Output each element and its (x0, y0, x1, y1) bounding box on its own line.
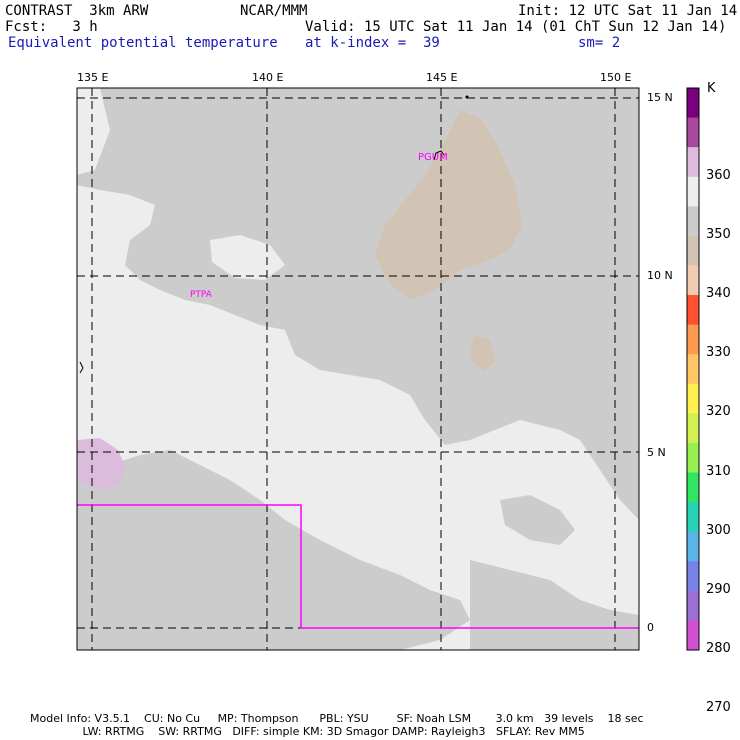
model-info-line2: LW: RRTMG SW: RRTMG DIFF: simple KM: 3D … (30, 725, 585, 738)
colorbar-tick-label: 320 (706, 404, 731, 420)
lat-label-15n: 15 N (647, 91, 673, 104)
colorbar-tick-label: 300 (706, 522, 731, 538)
lon-label-140e: 140 E (252, 71, 284, 84)
lon-label-145e: 145 E (426, 71, 458, 84)
organization: NCAR/MMM (240, 3, 308, 19)
colorbar-swatch (687, 354, 699, 385)
colorbar-tick-label: 310 (706, 463, 731, 479)
colorbar-swatch (687, 265, 699, 296)
colorbar-tick-label: 340 (706, 286, 731, 302)
shade-365-west (77, 438, 126, 490)
init-time: Init: 12 UTC Sat 11 Jan 14 (518, 3, 738, 19)
colorbar-swatch (687, 295, 699, 326)
lat-label-5n: 5 N (647, 446, 666, 459)
colorbar-swatch (687, 176, 699, 207)
shade-345-patch (470, 335, 496, 372)
colorbar-swatch (687, 383, 699, 414)
colorbar-swatch (687, 88, 699, 119)
guam-coastline (433, 150, 445, 161)
colorbar-swatch (687, 590, 699, 621)
shade-360-patch-north (210, 235, 285, 280)
valid-time: Valid: 15 UTC Sat 11 Jan 14 (01 ChT Sun … (305, 19, 727, 35)
colorbar-swatch (687, 413, 699, 444)
field-name: Equivalent potential temperature (8, 35, 278, 51)
colorbar-swatch (687, 620, 699, 651)
forecast-hour: Fcst: 3 h (5, 19, 98, 35)
model-info-line1: Model Info: V3.5.1 CU: No Cu MP: Thompso… (30, 712, 644, 725)
shade-350-southeast-strip (500, 495, 575, 545)
lat-label-0: 0 (647, 621, 654, 634)
colorbar-swatch (687, 147, 699, 178)
colorbar-swatch (687, 117, 699, 148)
island-dot (465, 95, 469, 99)
lon-label-150e: 150 E (600, 71, 632, 84)
k-index: at k-index = 39 (305, 35, 440, 51)
colorbar-swatch (687, 502, 699, 533)
colorbar-tick-label: 290 (706, 581, 731, 597)
shade-345-guam (375, 110, 522, 300)
shade-350-south-middle (150, 490, 250, 630)
colorbar-tick-label: 280 (706, 641, 731, 656)
colorbar-unit: K (707, 81, 716, 96)
map-frame (76, 87, 640, 651)
nested-domain-boundary (77, 504, 639, 629)
colorbar-swatch (687, 324, 699, 355)
colorbar-frame (686, 87, 700, 651)
colorbar-tick-label: 270 (706, 700, 731, 716)
graticule (77, 88, 639, 650)
colorbar (686, 87, 700, 651)
colorbar-tick-label: 350 (706, 226, 731, 242)
colorbar-swatch (687, 442, 699, 474)
smoothing: sm= 2 (578, 35, 621, 51)
lat-label-10n: 10 N (647, 269, 673, 282)
shade-360-patch-nw (77, 88, 110, 175)
palau-coastline (79, 361, 84, 374)
colorbar-swatch (687, 531, 699, 562)
model-title: CONTRAST 3km ARW (5, 3, 149, 19)
colorbar-swatch (687, 206, 699, 237)
colorbar-swatch (687, 561, 699, 592)
colorbar-swatch (687, 472, 699, 503)
colorbar-swatch (687, 235, 699, 266)
colorbar-tick-label: 330 (706, 345, 731, 361)
lon-label-135e: 135 E (77, 71, 109, 84)
station-pgum-label: PGUM (418, 152, 448, 163)
field-shading (77, 88, 639, 650)
shade-350-east (540, 200, 639, 400)
colorbar-tick-label: 360 (706, 167, 731, 183)
station-ptpa-label: PTPA (190, 290, 212, 300)
